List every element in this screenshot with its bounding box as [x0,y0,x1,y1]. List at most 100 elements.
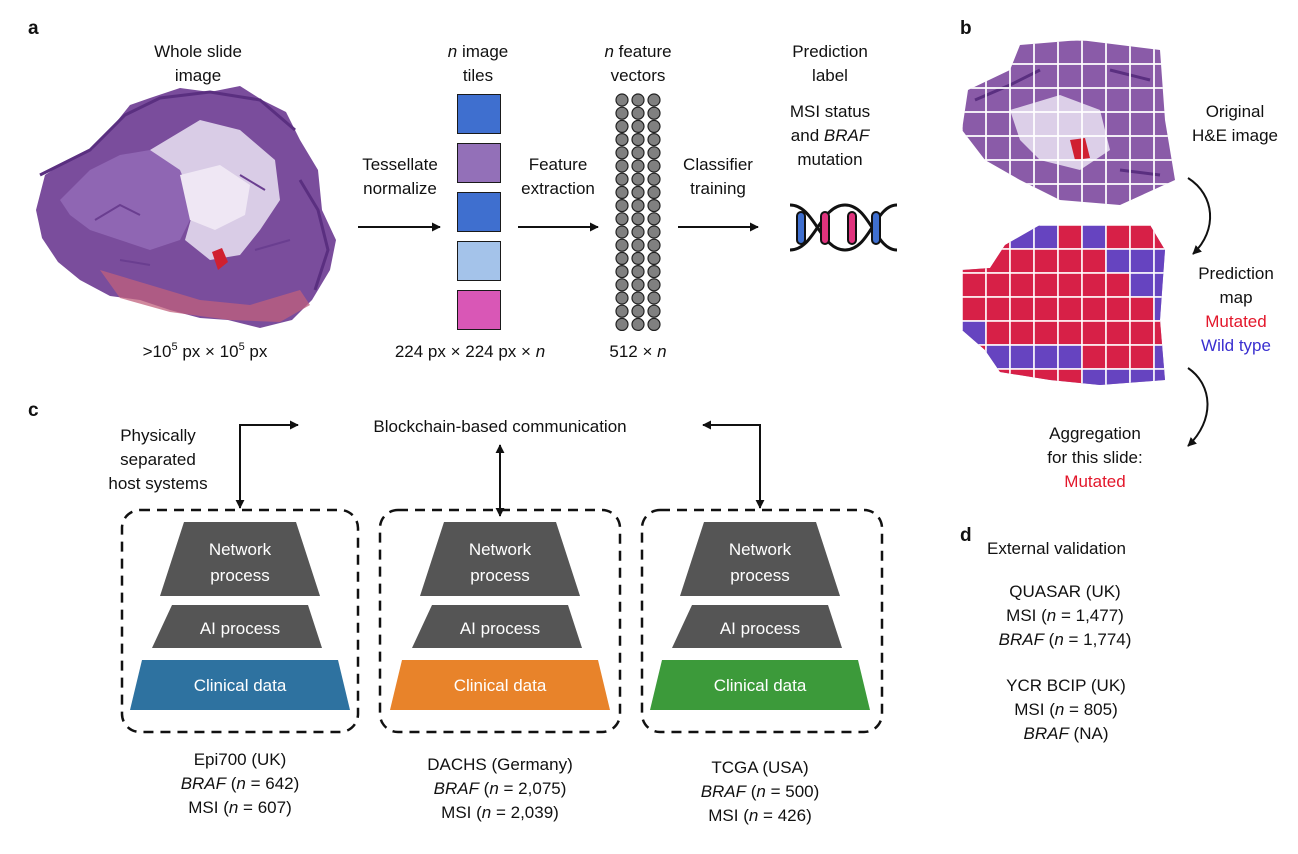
grid-cell [1009,320,1035,346]
ai-process-label: AI process [459,619,541,638]
grid-cell [985,272,1011,298]
feature-vector-grid [615,93,661,331]
wsi-size-label: >105 px × 105 px [142,341,268,362]
grid-cell [1009,368,1035,385]
grid-cell [962,368,987,385]
step-tessellate-label: Tessellate normalize [362,155,438,198]
ai-process-label: AI process [719,619,801,638]
clinical-data-label: Clinical data [453,676,547,695]
feature-dot [631,93,645,107]
clinical-data-label: Clinical data [193,676,287,695]
feature-dot [647,93,661,107]
legend-mutated: Mutated [1205,312,1267,331]
feature-dot [631,199,645,213]
feature-dot [631,146,645,160]
arrow-to-prediction-map [1187,177,1212,255]
image-tile-5 [457,290,501,330]
external-validation-title: External validation [987,539,1126,558]
grid-cell [1033,225,1059,250]
blockchain-arrows [235,420,765,517]
feature-dot [615,146,629,160]
feature-dot [647,278,661,292]
network-process-label: Network process [468,540,532,585]
feature-dot [615,172,629,186]
host-system-box-tcga [640,508,884,734]
feature-dot [631,212,645,226]
cohort-ycr-bcip: YCR BCIP (UK) MSI (n = 805) BRAF (NA) [1006,676,1126,743]
site-caption-tcga: TCGA (USA) BRAF (n = 500) MSI (n = 426) [700,758,820,825]
clinical-data-label: Clinical data [713,676,807,695]
dna-icon [789,203,898,252]
grid-cell [1033,344,1059,370]
prediction-label-description: MSI status and BRAF mutation [789,102,871,169]
site-caption-dachs: DACHS (Germany) BRAF (n = 2,075) MSI (n … [427,755,573,822]
grid-cell [1129,225,1155,250]
vectors-size-label: 512 × n [609,342,667,361]
grid-cell [1081,248,1107,274]
grid-cell [1105,320,1131,346]
blockchain-label: Blockchain-based communication [373,417,627,436]
grid-cell [1009,344,1035,370]
grid-cell [985,344,1011,370]
grid-cell [1009,225,1035,250]
host-system-box-epi700 [120,508,360,734]
feature-dot [631,225,645,239]
prediction-map-image [962,225,1165,385]
feature-dot [631,291,645,305]
grid-cell [1057,296,1083,322]
grid-cell [1105,272,1131,298]
legend-wild-type: Wild type [1201,336,1271,355]
grid-cell [962,320,987,346]
feature-dot [647,133,661,147]
panel-label-d: d [960,525,972,546]
grid-cell [1105,225,1131,250]
step-classifier-training-label: Classifier training [683,155,753,198]
he-image-with-grid [962,40,1175,205]
grid-cell [1129,344,1155,370]
network-process-label: Network process [208,540,272,585]
site-caption-epi700: Epi700 (UK) BRAF (n = 642) MSI (n = 607) [180,750,300,817]
arrow-to-aggregation [1187,367,1209,447]
feature-dot [631,304,645,318]
network-process-label: Network process [728,540,792,585]
grid-cell [1081,344,1107,370]
grid-cell [985,40,1011,65]
grid-cell [962,159,987,185]
feature-dot [631,185,645,199]
grid-cell [1081,272,1107,298]
feature-dot [615,251,629,265]
feature-dot [647,225,661,239]
feature-dot [615,291,629,305]
grid-cell [1105,368,1131,385]
feature-dot [631,278,645,292]
grid-cell [1033,368,1059,385]
feature-dot [647,146,661,160]
image-tile-4 [457,241,501,281]
feature-dot [647,159,661,173]
tiles-size-label: 224 px × 224 px × n [394,342,546,361]
grid-cell [1129,272,1155,298]
feature-dot [631,238,645,252]
wsi-title-line2: image [174,66,222,85]
grid-cell [1033,272,1059,298]
feature-dot [631,159,645,173]
grid-cell [985,225,1011,250]
grid-cell [1153,248,1165,274]
grid-cell [1129,296,1155,322]
feature-dot [615,304,629,318]
feature-dot [647,119,661,134]
tiles-title: n image tiles [447,42,509,85]
feature-dot [615,106,629,120]
feature-dot [615,93,629,107]
feature-dot [615,185,629,199]
grid-cell [985,368,1011,385]
feature-dot [631,133,645,147]
feature-dot [615,278,629,292]
original-he-label: Original H&E image [1192,102,1278,145]
feature-dot [615,119,629,134]
aggregation-label: Aggregation for this slide: Mutated [1047,424,1143,491]
grid-cell [1153,272,1165,298]
grid-cell [1153,320,1165,346]
panel-label-c: c [28,400,39,421]
